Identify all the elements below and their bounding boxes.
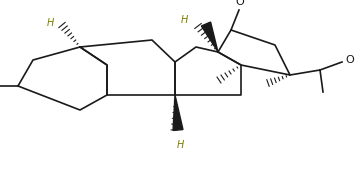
Polygon shape: [201, 22, 218, 52]
Text: H: H: [46, 18, 54, 28]
Text: O: O: [236, 0, 244, 7]
Text: H: H: [176, 140, 184, 150]
Text: H: H: [181, 15, 188, 25]
Text: O: O: [345, 55, 354, 65]
Polygon shape: [173, 95, 183, 130]
